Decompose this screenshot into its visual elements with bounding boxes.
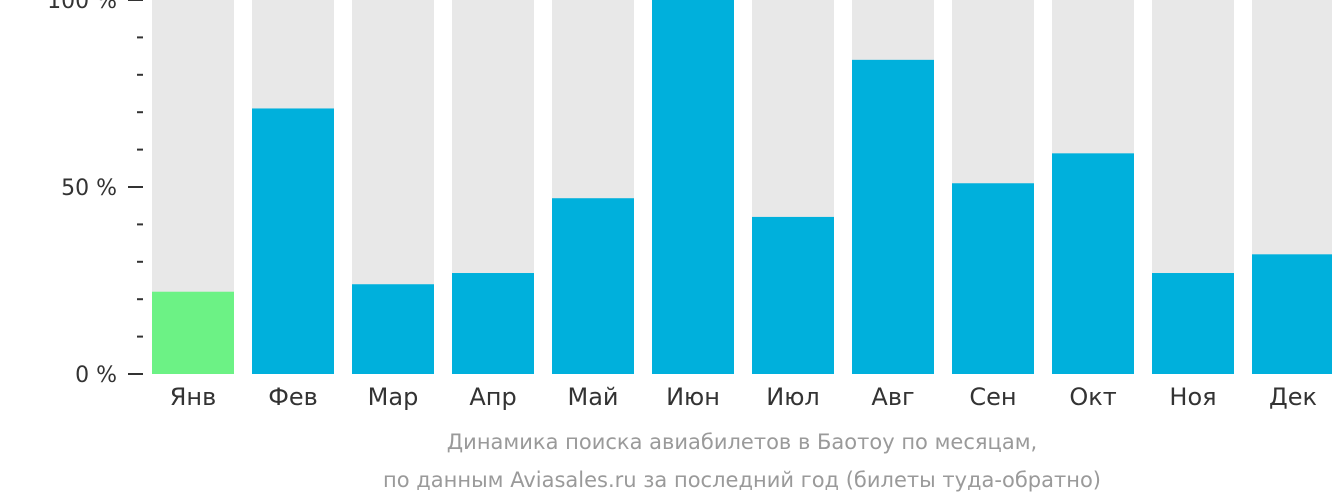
bar-1	[152, 291, 234, 374]
x-tick-label: Июн	[666, 383, 720, 411]
bar-2	[252, 108, 334, 375]
bar-3	[352, 284, 434, 374]
bar-6	[652, 0, 734, 374]
y-axis: 0 % 50 % 100 %	[47, 0, 143, 388]
bar-7	[752, 216, 834, 374]
bar-11	[1152, 273, 1234, 374]
x-tick-label: Авг	[871, 383, 914, 411]
x-tick-label: Окт	[1069, 383, 1116, 411]
bar-12	[1252, 254, 1332, 374]
y-tick-label: 50 %	[61, 176, 117, 201]
x-tick-label: Май	[567, 383, 618, 411]
x-tick-label: Дек	[1269, 383, 1317, 411]
x-tick-label: Ноя	[1169, 383, 1216, 411]
x-axis-labels: Янв Фев Мар Апр Май Июн Июл Авг Сен Окт Ноя Дек	[170, 383, 1317, 411]
bar-5	[552, 198, 634, 374]
y-tick-label: 100 %	[47, 0, 117, 14]
bars	[152, 0, 1332, 375]
x-tick-label: Фев	[268, 383, 318, 411]
x-tick-label: Апр	[469, 383, 516, 411]
caption-line-1: Динамика поиска авиабилетов в Баотоу по …	[446, 430, 1038, 454]
caption-line-2: по данным Aviasales.ru за последний год …	[383, 468, 1101, 492]
x-tick-label: Сен	[969, 383, 1016, 411]
bar-10	[1052, 153, 1134, 374]
y-tick-label: 0 %	[75, 363, 117, 388]
x-tick-label: Янв	[170, 383, 217, 411]
x-tick-label: Июл	[766, 383, 820, 411]
bar-4	[452, 273, 534, 374]
bar-8	[852, 59, 934, 375]
x-tick-label: Мар	[368, 383, 419, 411]
bar-9	[952, 183, 1034, 374]
bar-chart-svg: 0 % 50 % 100 % Янв Фев Мар Апр Май Июн Июл Авг Сен…	[47, 0, 1332, 411]
